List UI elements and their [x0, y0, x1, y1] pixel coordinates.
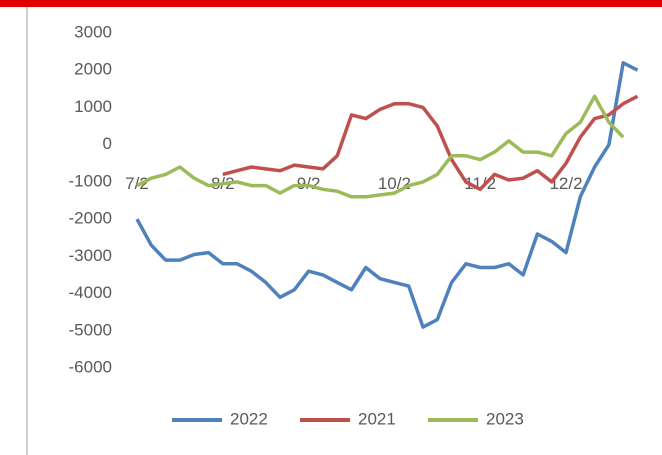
legend-label: 2021 — [358, 409, 396, 428]
y-tick-label: -1000 — [69, 171, 112, 190]
y-tick-label: 3000 — [74, 22, 112, 41]
legend-label: 2023 — [486, 409, 524, 428]
legend-label: 2022 — [230, 409, 268, 428]
y-tick-label: 0 — [103, 134, 112, 153]
y-tick-label: -4000 — [69, 283, 112, 302]
series-line — [222, 94, 639, 192]
y-tick-label: 1000 — [74, 97, 112, 116]
y-tick-label: 2000 — [74, 60, 112, 79]
x-tick-label: 10/2 — [378, 174, 411, 193]
y-tick-label: -6000 — [69, 357, 112, 376]
top-bar — [0, 0, 662, 7]
series-line — [135, 61, 639, 329]
y-tick-label: -5000 — [69, 320, 112, 339]
series-line — [136, 94, 625, 199]
x-tick-label: 12/2 — [549, 174, 582, 193]
y-tick-label: -3000 — [69, 246, 112, 265]
x-tick-label: 9/2 — [297, 174, 321, 193]
y-tick-label: -2000 — [69, 209, 112, 228]
